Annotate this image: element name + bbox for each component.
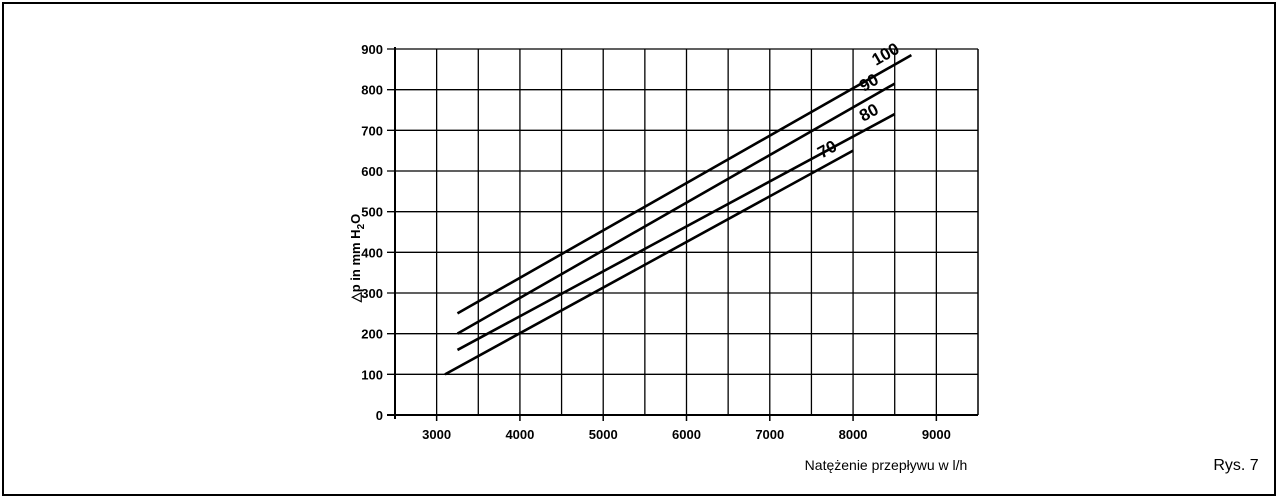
y-tick-label: 0 [376,408,383,423]
y-tick-label: 300 [361,286,383,301]
axes [387,47,979,419]
y-tick-label: 900 [361,42,383,57]
y-tick-label: 100 [361,367,383,382]
x-tick-label: 7000 [755,427,784,442]
x-tick-label: 6000 [672,427,701,442]
x-tick-label: 8000 [839,427,868,442]
series-line-90 [456,82,896,335]
series-label-100: 100 [869,39,903,70]
y-tick-label: 400 [361,245,383,260]
series-lines [444,53,913,376]
x-tick-label: 5000 [589,427,618,442]
grid [387,48,978,415]
x-axis-label: Natężenie przepływu w l/h [805,457,968,473]
y-tick-label: 200 [361,327,383,342]
series-line-80 [456,112,896,352]
figure-label: Rys. 7 [1213,457,1258,474]
series-line-100 [456,53,913,315]
tick-labels: 0 100 200 300 400 500 600 700 800 900 3000 4000 5000… [361,42,951,442]
y-tick-label: 600 [361,164,383,179]
x-tick-label: 9000 [922,427,951,442]
y-tick-label: 500 [361,205,383,220]
series-line-70 [444,149,854,376]
x-tick-label: 4000 [505,427,534,442]
y-tick-label: 800 [361,83,383,98]
y-axis-label: △p in mm H2O [348,214,367,304]
y-tick-label: 700 [361,123,383,138]
x-tick-label: 3000 [422,427,451,442]
